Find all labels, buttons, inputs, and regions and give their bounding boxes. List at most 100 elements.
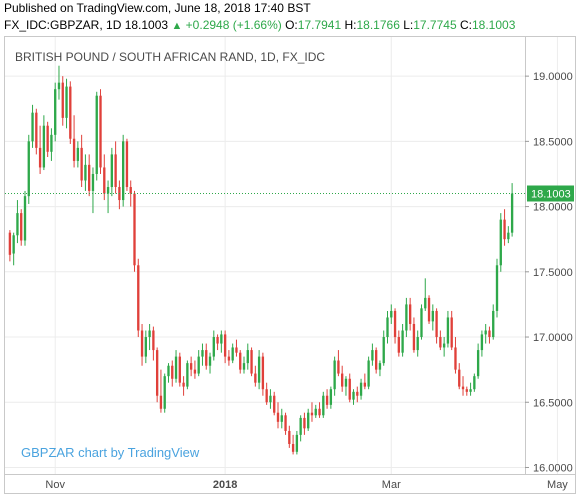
- candle-down: [140, 330, 144, 357]
- price-tick-label: 17.5000: [533, 267, 573, 279]
- candle-down: [254, 373, 257, 383]
- candle-up: [50, 134, 53, 152]
- candle-down: [465, 389, 468, 392]
- candle-up: [280, 415, 283, 422]
- candle-up: [16, 213, 19, 236]
- candle-down: [454, 347, 457, 370]
- candle-down: [412, 323, 416, 351]
- candle-up: [65, 86, 68, 118]
- candle-down: [189, 363, 193, 370]
- candle-down: [137, 265, 140, 331]
- candle-down: [439, 337, 442, 348]
- candle-down: [38, 147, 42, 168]
- candle-down: [250, 350, 253, 374]
- candle-down: [393, 310, 397, 338]
- candle-down: [458, 369, 461, 387]
- candle-up: [148, 330, 151, 338]
- candle-up: [23, 196, 27, 241]
- candle-up: [469, 389, 472, 392]
- candle-down: [397, 337, 400, 353]
- candle-up: [322, 395, 325, 416]
- candle-down: [408, 304, 412, 324]
- candle-up: [197, 356, 200, 374]
- candle-up: [54, 89, 57, 135]
- candle-up: [27, 141, 30, 197]
- candle-up: [371, 350, 374, 361]
- candle-up: [401, 330, 404, 353]
- candle-down: [155, 350, 159, 396]
- candle-up: [295, 434, 299, 452]
- candle-layer: [8, 65, 514, 455]
- candle-up: [492, 310, 495, 338]
- open-value: 17.7941: [297, 18, 342, 32]
- candlestick-chart[interactable]: 16.0000 16.5000 17.0000 17.5000 18.0000 18.50…: [5, 37, 575, 493]
- candle-down: [125, 141, 129, 188]
- candle-up: [257, 356, 261, 383]
- candle-up: [329, 389, 333, 405]
- candle-down: [348, 378, 351, 400]
- candle-down: [99, 95, 102, 168]
- candle-down: [310, 412, 314, 416]
- candle-up: [42, 125, 46, 168]
- up-triangle-icon: ▲: [171, 20, 183, 32]
- low-label: L:: [403, 18, 414, 32]
- candle-down: [46, 125, 49, 152]
- candle-down: [435, 310, 438, 338]
- candle-up: [476, 350, 480, 377]
- candle-down: [223, 334, 227, 357]
- watermark-text: GBPZAR chart by TradingView: [21, 445, 200, 460]
- candle-down: [182, 382, 185, 387]
- candle-down: [325, 395, 329, 405]
- candle-up: [405, 304, 408, 331]
- candle-up: [110, 154, 114, 188]
- time-tick-label: Mar: [382, 479, 401, 491]
- price-tick-label: 18.5000: [533, 136, 573, 148]
- candle-up: [480, 334, 484, 351]
- candle-down: [375, 350, 378, 370]
- candle-up: [307, 412, 310, 429]
- candle-up: [163, 376, 166, 409]
- high-value: 18.1766: [356, 18, 400, 32]
- close-value: 18.1003: [471, 18, 516, 32]
- close-label: C:: [459, 18, 472, 32]
- candle-down: [133, 193, 136, 266]
- candle-down: [205, 350, 208, 366]
- candle-up: [378, 363, 382, 370]
- time-axis[interactable]: Nov 2018 Mar May: [45, 479, 568, 491]
- candle-down: [276, 412, 280, 422]
- price-tick-label: 16.5000: [533, 397, 573, 409]
- candle-down: [61, 82, 64, 118]
- candle-up: [359, 382, 363, 396]
- candle-down: [171, 365, 174, 379]
- last-price-tag-label: 18.1003: [531, 188, 571, 200]
- published-caption: Published on TradingView.com, June 18, 2…: [4, 1, 311, 15]
- candle-up: [390, 310, 393, 318]
- candle-down: [265, 389, 268, 403]
- candle-up: [220, 334, 223, 344]
- candle-up: [499, 219, 502, 266]
- candle-up: [352, 391, 355, 400]
- candle-up: [122, 141, 125, 201]
- candle-up: [57, 82, 61, 90]
- change-value: +0.2948 (+1.66%): [185, 18, 282, 32]
- open-label: O:: [285, 18, 298, 32]
- candle-down: [303, 417, 306, 429]
- chart-frame[interactable]: 16.0000 16.5000 17.0000 17.5000 18.0000 18.50…: [4, 36, 576, 494]
- candle-down: [288, 430, 291, 444]
- candle-down: [227, 356, 231, 361]
- candle-down: [178, 356, 181, 383]
- candle-up: [269, 395, 272, 403]
- candle-down: [337, 360, 340, 374]
- candle-up: [333, 360, 336, 390]
- price-tick-label: 16.0000: [533, 462, 573, 474]
- candle-down: [35, 112, 38, 148]
- candle-down: [80, 147, 83, 181]
- price-axis[interactable]: 16.0000 16.5000 17.0000 17.5000 18.0000 18.50…: [525, 71, 573, 474]
- candle-up: [167, 365, 170, 377]
- candle-down: [152, 330, 155, 351]
- candle-up: [314, 408, 317, 416]
- candle-down: [488, 330, 491, 338]
- chart-title: BRITISH POUND / SOUTH AFRICAN RAND, 1D, …: [15, 50, 325, 64]
- price-tick-label: 17.0000: [533, 332, 573, 344]
- candle-down: [318, 408, 321, 416]
